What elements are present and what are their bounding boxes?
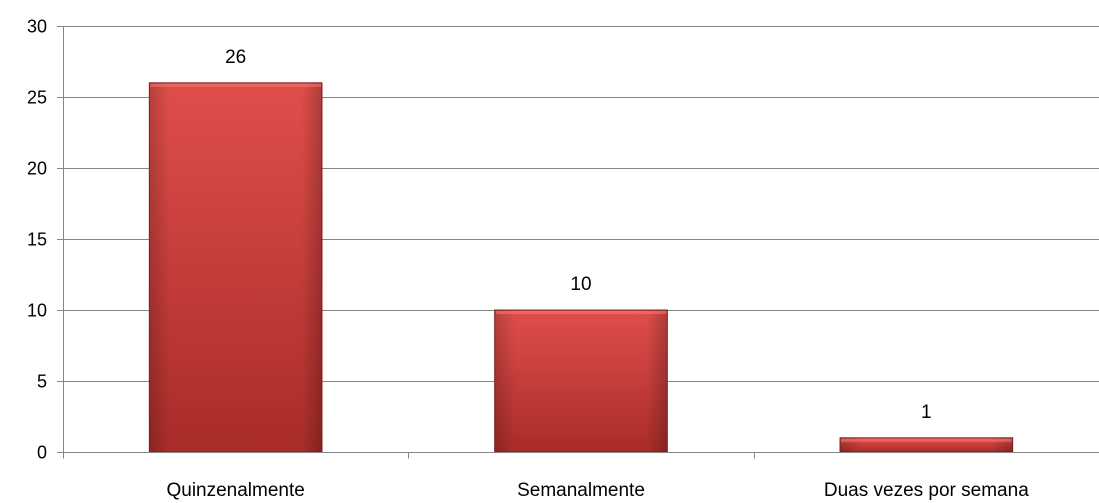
y-tick-label: 5 (37, 372, 47, 392)
data-label: 10 (570, 274, 591, 295)
bar-shading (494, 310, 668, 452)
y-tick-label: 20 (27, 159, 47, 179)
y-tick-label: 15 (27, 230, 47, 250)
bar-semanalmente (494, 309, 668, 453)
bar-shading (149, 82, 322, 453)
bar-highlight (841, 438, 1012, 442)
bars (148, 82, 1014, 453)
category-label: Quinzenalmente (166, 480, 304, 501)
category-label: Semanalmente (517, 480, 645, 501)
y-tick-label: 10 (27, 301, 47, 321)
data-label: 26 (225, 47, 246, 68)
bar-duas-vezes-por-semana (839, 437, 1014, 453)
bar-highlight (150, 83, 321, 87)
data-label: 1 (921, 402, 932, 423)
bar-quinzenalmente (148, 82, 323, 453)
category-label: Duas vezes por semana (824, 480, 1029, 501)
bar-highlight (495, 311, 667, 314)
axes (57, 26, 1099, 459)
y-tick-label: 25 (27, 88, 47, 108)
y-tick-label: 30 (27, 17, 47, 37)
y-tick-label: 0 (37, 443, 47, 463)
labels: 0 5 10 15 20 25 30 26 Quinzenalmente 10 Semanalmen… (27, 17, 1029, 502)
